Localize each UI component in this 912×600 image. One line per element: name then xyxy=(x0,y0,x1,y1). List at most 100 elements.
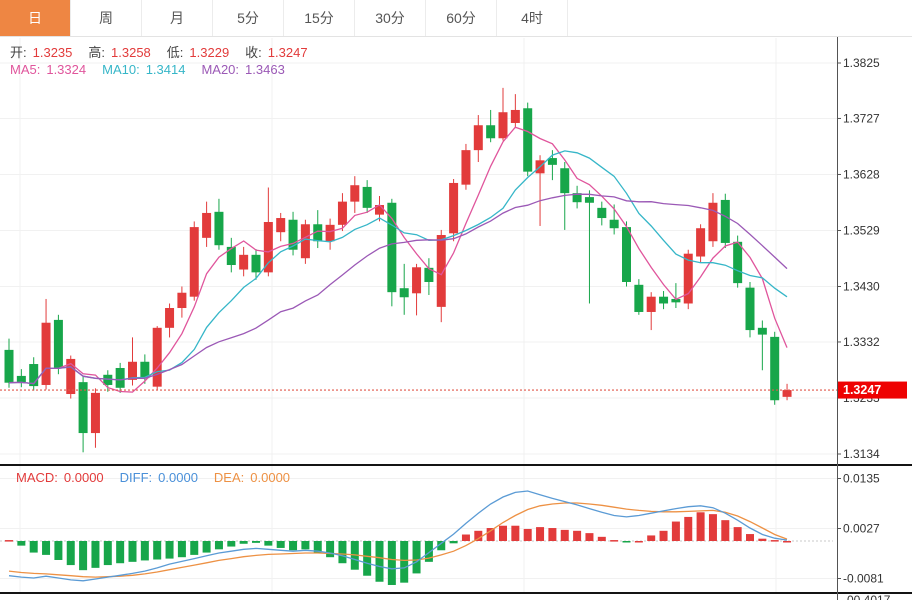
candle xyxy=(671,283,681,309)
candle-body xyxy=(53,319,63,368)
candle xyxy=(461,143,471,190)
macd-bar xyxy=(239,541,248,544)
macd-bar xyxy=(29,541,38,553)
tab-day[interactable]: 日 xyxy=(0,0,71,36)
candle-body xyxy=(214,211,224,246)
macd-bar xyxy=(79,541,88,571)
macd-bar xyxy=(770,540,779,542)
grid-lines xyxy=(0,38,837,593)
macd-row-macd-label: MACD: xyxy=(16,470,58,485)
macd-bar xyxy=(128,541,137,562)
candle-body xyxy=(560,168,570,194)
macd-bar xyxy=(412,541,421,574)
ma-row-ma20-label: MA20: xyxy=(201,62,240,77)
candle-body xyxy=(375,205,384,215)
macd-bar xyxy=(214,541,223,550)
candle xyxy=(337,193,347,232)
macd-bar xyxy=(486,528,495,541)
candle xyxy=(189,221,199,301)
candle xyxy=(659,291,669,310)
candle xyxy=(720,193,730,249)
candle-body xyxy=(276,218,286,233)
candle xyxy=(535,155,545,226)
candle xyxy=(300,219,310,264)
candle-body xyxy=(449,182,459,234)
candle-body xyxy=(202,212,212,238)
macd-row-diff-value: 0.0000 xyxy=(158,470,198,485)
macd-bar xyxy=(116,541,125,564)
candle-body xyxy=(239,254,249,270)
candle xyxy=(436,229,446,323)
tab-week[interactable]: 周 xyxy=(71,0,142,36)
macd-bar xyxy=(449,541,458,544)
candle-body xyxy=(412,267,422,294)
macd-bar xyxy=(746,534,754,541)
macd-readout: MACD: 0.0000 DIFF: 0.0000 DEA: 0.0000 xyxy=(16,470,306,485)
tab-30min[interactable]: 30分 xyxy=(355,0,426,36)
candle xyxy=(375,195,384,222)
price-axis-label: 1.3727 xyxy=(843,111,880,125)
macd-bar xyxy=(597,536,606,541)
ma-row-ma20-value: 1.3463 xyxy=(245,62,285,77)
macd-bar xyxy=(474,530,483,541)
candle xyxy=(115,362,125,393)
diff-line xyxy=(8,490,788,582)
ma-row-ma10-value: 1.3414 xyxy=(145,62,186,77)
tab-month[interactable]: 月 xyxy=(142,0,213,36)
macd-bar xyxy=(622,541,631,543)
ohlc-row-low-label: 低: xyxy=(166,45,184,60)
macd-bar xyxy=(301,541,310,550)
tab-5min[interactable]: 5分 xyxy=(213,0,284,36)
current-price-tag xyxy=(838,381,907,399)
price-axis-label: 1.3332 xyxy=(843,335,880,349)
candle xyxy=(523,102,533,177)
candle xyxy=(733,235,743,288)
macd-bar xyxy=(66,541,75,566)
candle-body xyxy=(399,288,409,298)
candle-body xyxy=(745,287,755,331)
candle xyxy=(90,388,100,448)
candle-body xyxy=(251,254,261,273)
macd-bar xyxy=(202,541,211,553)
macd-bar xyxy=(573,530,582,541)
candle-body xyxy=(597,207,607,219)
macd-bar xyxy=(461,534,470,541)
candle xyxy=(177,286,187,318)
ohlc-row-close-value: 1.3247 xyxy=(267,45,308,60)
macd-bar xyxy=(560,529,569,541)
candle-body xyxy=(325,224,335,242)
tab-15min[interactable]: 15分 xyxy=(284,0,355,36)
candle-body xyxy=(622,227,631,282)
candle-body xyxy=(659,296,669,304)
candle-body xyxy=(226,246,236,266)
macd-bar xyxy=(264,541,273,546)
ohlc-row-high-label: 高: xyxy=(88,45,106,60)
macd-bar xyxy=(54,541,63,560)
macd-bar xyxy=(227,541,236,547)
candle xyxy=(276,212,286,242)
candle-body xyxy=(720,199,730,243)
candle xyxy=(362,180,372,213)
macd-bar xyxy=(424,541,433,562)
ohlc-row-close-label: 收: xyxy=(245,45,262,60)
candle xyxy=(449,178,459,242)
candle xyxy=(646,292,656,331)
tab-4hour[interactable]: 4时 xyxy=(497,0,568,36)
candle xyxy=(473,115,483,163)
candle xyxy=(53,314,63,375)
macd-bar xyxy=(659,530,668,541)
candle xyxy=(350,176,360,213)
candle-body xyxy=(461,150,471,185)
candle xyxy=(313,210,323,249)
candle xyxy=(41,298,51,390)
candle xyxy=(597,201,607,226)
clipped-bottom-axis-label: -00.4017 xyxy=(843,593,891,600)
tab-60min[interactable]: 60分 xyxy=(426,0,497,36)
candle-body xyxy=(782,390,792,397)
candle-body xyxy=(523,108,533,172)
candle xyxy=(745,281,755,338)
ohlc-row-open-value: 1.3235 xyxy=(32,45,73,60)
candle-body xyxy=(436,235,446,307)
candle xyxy=(387,198,397,307)
